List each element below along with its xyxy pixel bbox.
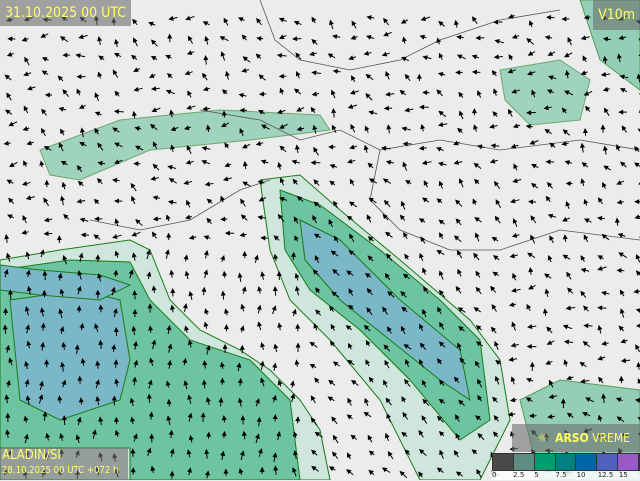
legend-swatch (514, 454, 535, 470)
legend-tick: 15 (619, 471, 628, 479)
legend-tick: 12.5 (598, 471, 614, 479)
legend-tick: 10 (577, 471, 586, 479)
sun-cloud-icon: ☼ (537, 431, 547, 445)
model-run: 28.10.2025 00 UTC +072 h (2, 464, 128, 478)
legend-tick: 7.5 (555, 471, 566, 479)
brand-logo: ☼ ARSO VREME (512, 424, 640, 452)
legend-swatch (493, 454, 514, 470)
legend-tick: 5 (534, 471, 538, 479)
legend-tick: 2.5 (513, 471, 524, 479)
parameter-label: V10m (593, 0, 640, 30)
legend-swatch (576, 454, 597, 470)
legend-swatch (597, 454, 618, 470)
model-info: ALADIN/SI 28.10.2025 00 UTC +072 h (0, 448, 128, 480)
brand-name-bold: ARSO (555, 431, 589, 445)
legend-swatch (535, 454, 556, 470)
legend-tick: 0 (492, 471, 496, 479)
legend-swatch (618, 454, 639, 470)
legend-swatch (556, 454, 577, 470)
brand-name-light: VREME (589, 431, 630, 445)
model-name: ALADIN/SI (2, 448, 128, 464)
color-legend: 0 2.5 5 7.5 10 12.5 15 (492, 453, 640, 480)
valid-time-label: 31.10.2025 00 UTC (0, 0, 131, 26)
legend-bar (492, 453, 640, 471)
